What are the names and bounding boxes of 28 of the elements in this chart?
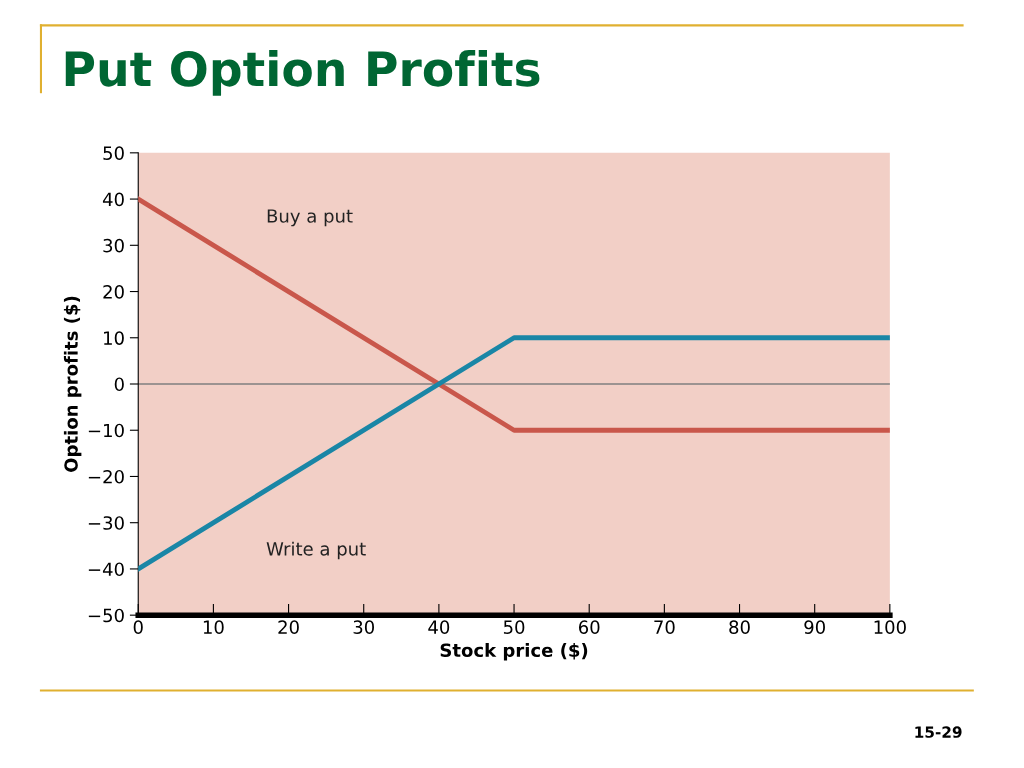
y-tick-label: −50 xyxy=(88,608,124,623)
x-tick-label: 90 xyxy=(804,620,825,635)
x-tick-label: 80 xyxy=(729,620,750,635)
x-tick-label: 40 xyxy=(428,620,450,635)
x-tick-label: 70 xyxy=(654,620,675,635)
x-axis-title: Stock price ($) xyxy=(440,643,588,661)
y-tick-label: 40 xyxy=(102,192,124,207)
y-tick-label: 10 xyxy=(104,331,124,345)
x-tick-label: 30 xyxy=(353,620,375,635)
y-tick-label: 20 xyxy=(103,284,124,299)
y-tick-label: −20 xyxy=(88,469,124,484)
y-tick-label: 30 xyxy=(103,238,124,253)
x-tick-label: 0 xyxy=(133,620,143,635)
y-tick-label: −10 xyxy=(88,423,124,438)
x-tick-label: 100 xyxy=(874,620,906,635)
chart-title: Put Option Profits xyxy=(65,50,540,96)
x-tick-label: 50 xyxy=(503,620,525,635)
y-tick-label: −40 xyxy=(88,562,124,577)
x-tick-label: 60 xyxy=(578,620,600,635)
y-tick-label: 0 xyxy=(114,377,124,392)
x-tick-label: 10 xyxy=(203,620,224,635)
y-tick-label: −30 xyxy=(88,516,124,530)
y-axis-title: Option profits ($) xyxy=(63,296,82,472)
text: Write a put xyxy=(266,541,366,560)
y-tick-label: 50 xyxy=(103,146,124,160)
text: 15-29 xyxy=(915,726,962,738)
x-tick-label: 20 xyxy=(278,620,299,635)
text: Buy a put xyxy=(267,209,353,227)
